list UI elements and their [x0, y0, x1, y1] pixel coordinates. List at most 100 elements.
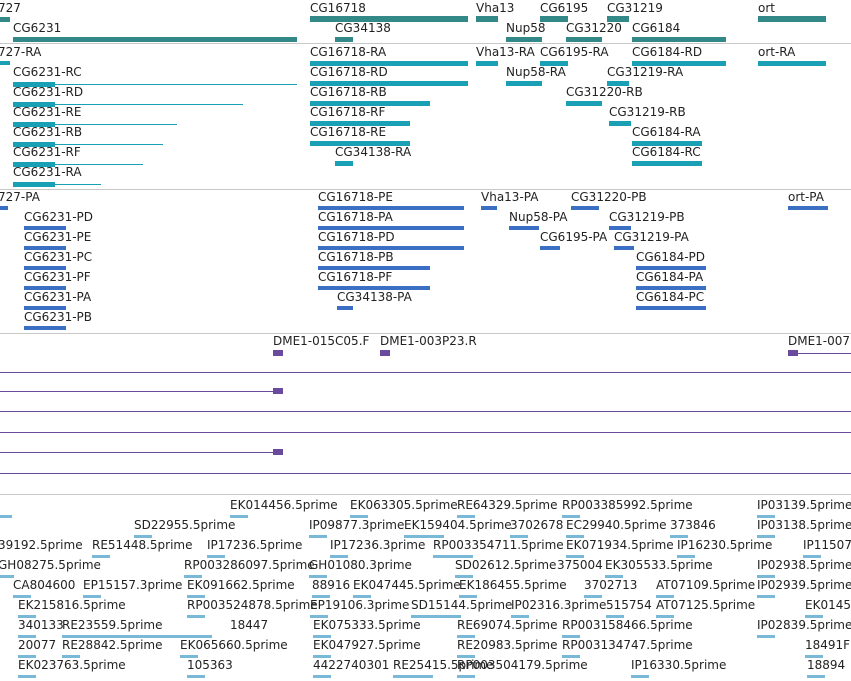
- gene-label[interactable]: CG31220: [566, 21, 622, 35]
- protein-glyph[interactable]: [636, 286, 706, 290]
- transcript-exon[interactable]: [476, 61, 498, 66]
- est-label[interactable]: RE64329.5prime: [457, 498, 558, 512]
- transcript-exon[interactable]: [310, 101, 430, 106]
- clone-line[interactable]: [0, 452, 278, 453]
- gene-bar[interactable]: [13, 37, 297, 42]
- est-label[interactable]: RP003524878.5prime: [187, 598, 318, 612]
- protein-glyph[interactable]: [788, 206, 828, 210]
- transcript-label[interactable]: CG6231-RF: [13, 145, 81, 159]
- est-label[interactable]: RE28842.5prime: [62, 638, 163, 652]
- clone-marker[interactable]: [273, 388, 283, 394]
- est-label[interactable]: IP03138.5prime: [757, 518, 851, 532]
- est-glyph[interactable]: [313, 635, 331, 638]
- protein-glyph[interactable]: [571, 206, 599, 210]
- transcript-intron[interactable]: [13, 124, 177, 125]
- transcript-label[interactable]: CG31220-RB: [566, 85, 643, 99]
- protein-label[interactable]: CG6231-PC: [24, 250, 93, 264]
- est-glyph[interactable]: [207, 555, 225, 558]
- est-label[interactable]: IP16330.5prime: [631, 658, 727, 672]
- transcript-label[interactable]: CG6231-RE: [13, 105, 82, 119]
- protein-label[interactable]: CG6231-PB: [24, 310, 93, 324]
- protein-label[interactable]: CG31220-PB: [571, 190, 647, 204]
- est-label[interactable]: RP003286097.5prime: [184, 558, 315, 572]
- transcript-intron[interactable]: [13, 164, 143, 165]
- est-glyph[interactable]: [757, 595, 775, 598]
- transcript-exon[interactable]: [506, 81, 542, 86]
- est-glyph[interactable]: [562, 635, 580, 638]
- est-label[interactable]: IP09877.3prime: [309, 518, 405, 532]
- transcript-exon[interactable]: [335, 161, 353, 166]
- est-glyph[interactable]: [803, 555, 821, 558]
- protein-label[interactable]: CG16718-PD: [318, 230, 395, 244]
- est-glyph[interactable]: [805, 655, 823, 658]
- clone-line[interactable]: [788, 353, 851, 354]
- est-glyph[interactable]: [757, 575, 775, 578]
- protein-label[interactable]: Vha13-PA: [481, 190, 539, 204]
- est-glyph[interactable]: [606, 615, 624, 618]
- est-glyph[interactable]: [510, 535, 528, 538]
- protein-label[interactable]: CG6184-PA: [636, 270, 704, 284]
- transcript-label[interactable]: CG6231-RC: [13, 65, 82, 79]
- est-glyph[interactable]: [393, 675, 433, 678]
- est-label[interactable]: CA804600: [13, 578, 76, 592]
- est-glyph[interactable]: [187, 615, 205, 618]
- est-label[interactable]: EP15157.3prime: [83, 578, 183, 592]
- est-glyph[interactable]: [457, 635, 475, 638]
- est-label[interactable]: IP02938.5prime: [757, 558, 851, 572]
- est-label[interactable]: EK091662.5prime: [187, 578, 295, 592]
- est-glyph[interactable]: [457, 675, 475, 678]
- est-label[interactable]: EK047927.5prime: [313, 638, 421, 652]
- est-label[interactable]: 375004: [557, 558, 603, 572]
- est-glyph[interactable]: [457, 515, 475, 518]
- est-glyph[interactable]: [404, 535, 444, 538]
- clone-marker[interactable]: [273, 449, 283, 455]
- est-glyph[interactable]: [562, 655, 580, 658]
- transcript-exon[interactable]: [609, 121, 631, 126]
- est-glyph[interactable]: [313, 655, 331, 658]
- transcript-label[interactable]: CG6231-RD: [13, 85, 84, 99]
- est-label[interactable]: EK0145: [805, 598, 851, 612]
- protein-label[interactable]: 727-PA: [0, 190, 40, 204]
- transcript-exon[interactable]: [540, 61, 568, 66]
- protein-glyph[interactable]: [481, 206, 497, 210]
- protein-glyph[interactable]: [337, 306, 353, 310]
- transcript-exon[interactable]: [632, 161, 702, 166]
- clone-line[interactable]: [0, 411, 851, 412]
- transcript-label[interactable]: CG16718-RA: [310, 45, 387, 59]
- gene-bar[interactable]: [566, 37, 602, 42]
- est-label[interactable]: IP03139.5prime: [757, 498, 851, 512]
- protein-label[interactable]: CG6184-PC: [636, 290, 705, 304]
- gene-label[interactable]: Nup58: [506, 21, 546, 35]
- transcript-label[interactable]: CG6184-RA: [632, 125, 701, 139]
- protein-label[interactable]: CG34138-PA: [337, 290, 412, 304]
- gene-label[interactable]: CG16718: [310, 1, 366, 15]
- transcript-label[interactable]: CG31219-RB: [609, 105, 686, 119]
- protein-glyph[interactable]: [24, 266, 66, 270]
- protein-label[interactable]: CG6184-PD: [636, 250, 706, 264]
- protein-glyph[interactable]: [609, 226, 631, 230]
- est-label[interactable]: EK023763.5prime: [18, 658, 126, 672]
- protein-glyph[interactable]: [636, 266, 706, 270]
- est-glyph[interactable]: [0, 575, 14, 578]
- est-label[interactable]: SD22955.5prime: [134, 518, 236, 532]
- est-glyph[interactable]: [309, 575, 327, 578]
- protein-label[interactable]: CG31219-PB: [609, 210, 685, 224]
- transcript-exon[interactable]: [13, 162, 55, 167]
- transcript-label[interactable]: CG16718-RE: [310, 125, 387, 139]
- transcript-exon[interactable]: [13, 182, 55, 187]
- est-label[interactable]: 18894: [807, 658, 846, 672]
- gene-bar[interactable]: [632, 37, 726, 42]
- transcript-exon[interactable]: [566, 101, 602, 106]
- est-label[interactable]: EK159404.5prime: [404, 518, 512, 532]
- est-label[interactable]: RE51448.5prime: [92, 538, 193, 552]
- transcript-label[interactable]: CG34138-RA: [335, 145, 412, 159]
- gene-bar[interactable]: [607, 16, 629, 22]
- protein-label[interactable]: Nup58-PA: [509, 210, 568, 224]
- transcript-label[interactable]: Vha13-RA: [476, 45, 535, 59]
- protein-glyph[interactable]: [24, 326, 66, 330]
- est-glyph[interactable]: [330, 555, 348, 558]
- est-label[interactable]: EC29940.5prime: [566, 518, 667, 532]
- transcript-intron[interactable]: [13, 184, 101, 185]
- est-label[interactable]: 39192.5prime: [0, 538, 83, 552]
